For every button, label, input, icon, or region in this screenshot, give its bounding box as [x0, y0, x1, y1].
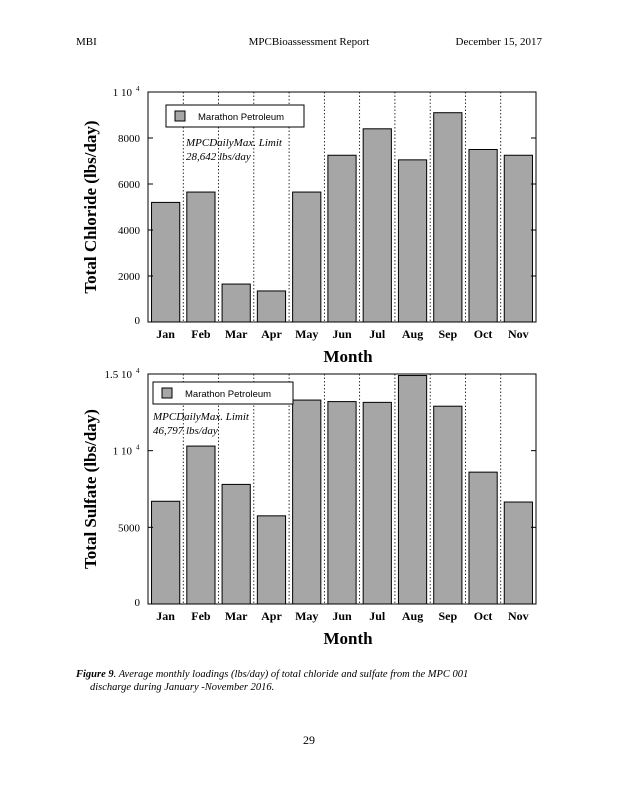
- x-tick-label: Apr: [261, 609, 282, 623]
- plot-frame: [147, 373, 537, 605]
- bar-may: [292, 191, 322, 323]
- x-tick-label: Jun: [332, 327, 352, 341]
- annotation-line: MPCDailyMax. Limit: [185, 137, 283, 149]
- x-tick-label: May: [295, 327, 318, 341]
- bar-apr: [256, 290, 287, 323]
- x-tick-label: Sep: [438, 327, 457, 341]
- chloride-chart: 0 2000 4000 6000 8000 1 10 4 Jan Feb Mar Apr May Jun…: [0, 80, 618, 370]
- y-tick-label: 5000: [118, 522, 141, 534]
- y-tick-label: 2000: [118, 271, 141, 283]
- bar-feb: [186, 445, 216, 605]
- bar-jan: [151, 201, 181, 323]
- header-center: MPCBioassessment Report: [248, 36, 370, 48]
- x-tick-label: Feb: [191, 609, 211, 623]
- bar-apr: [256, 515, 287, 605]
- x-tick-label: Apr: [261, 327, 282, 341]
- y-tick-exponent: 4: [136, 85, 140, 93]
- x-tick-label: Aug: [402, 609, 423, 623]
- bar-oct: [468, 471, 498, 605]
- y-axis-title: Total Sulfate (lbs/day): [81, 409, 100, 569]
- annotation-line: MPCDailyMax. Limit: [152, 411, 250, 423]
- x-tick-label: Mar: [225, 327, 248, 341]
- x-tick-label: Mar: [225, 609, 248, 623]
- plot-frame: [147, 91, 537, 323]
- y-tick-label: 1 10: [113, 446, 133, 458]
- y-tick-label: 1 10: [113, 87, 133, 99]
- legend-label: Marathon Petroleum: [185, 389, 271, 400]
- bar-jun: [327, 154, 357, 323]
- y-tick-label: 0: [135, 315, 141, 327]
- legend-box: [152, 381, 294, 405]
- bar-mar: [221, 483, 251, 605]
- header-left: MBI: [76, 36, 97, 48]
- x-tick-label: Jan: [156, 609, 175, 623]
- x-tick-label: Aug: [402, 327, 423, 341]
- x-tick-label: Oct: [474, 327, 493, 341]
- x-tick-label: Oct: [474, 609, 493, 623]
- legend-box: [165, 104, 305, 128]
- bar-mar: [221, 283, 251, 323]
- header-right: December 15, 2017: [455, 36, 542, 48]
- x-tick-label: Jan: [156, 327, 175, 341]
- y-tick-label: 1.5 10: [105, 369, 133, 381]
- y-tick-label: 4000: [118, 225, 141, 237]
- bar-feb: [186, 191, 216, 323]
- x-tick-label: May: [295, 609, 318, 623]
- page-number: 29: [303, 733, 315, 747]
- chloride-chart-svg: 0 2000 4000 6000 8000 1 10 4 Jan Feb Mar Apr May Jun…: [81, 85, 537, 366]
- bar-aug: [397, 375, 428, 605]
- legend-label: Marathon Petroleum: [198, 112, 284, 123]
- annotation-line: 46,797 lbs/day: [153, 425, 218, 437]
- x-tick-label: Jun: [332, 609, 352, 623]
- legend-swatch: [161, 387, 173, 399]
- caption-line-2: discharge during January -November 2016.: [90, 682, 275, 693]
- bar-aug: [397, 159, 428, 323]
- y-tick-exponent: 4: [136, 367, 140, 375]
- caption-line-1: . Average monthly loadings (lbs/day) of …: [113, 669, 469, 680]
- x-axis-title: Month: [323, 629, 373, 648]
- sulfate-chart: 0 5000 1 10 4 1.5 10 4 Jan Feb Mar Apr May Jun Jul Au…: [0, 362, 618, 652]
- y-tick-label: 8000: [118, 133, 141, 145]
- x-tick-label: Nov: [508, 327, 529, 341]
- annotation-line: 28,642 lbs/day: [186, 151, 251, 163]
- bar-jul: [362, 128, 392, 323]
- bar-oct: [468, 149, 498, 323]
- y-tick-exponent: 4: [136, 444, 140, 452]
- bar-nov: [503, 501, 533, 605]
- bar-jan: [151, 500, 181, 605]
- bar-may: [292, 399, 322, 605]
- y-axis-title: Total Chloride (lbs/day): [81, 120, 100, 293]
- bar-sep: [433, 112, 463, 323]
- x-tick-label: Jul: [369, 609, 386, 623]
- x-tick-label: Nov: [508, 609, 529, 623]
- y-tick-label: 0: [135, 597, 141, 609]
- x-tick-label: Feb: [191, 327, 211, 341]
- bar-jul: [362, 401, 392, 605]
- x-tick-label: Sep: [438, 609, 457, 623]
- y-tick-label: 6000: [118, 179, 141, 191]
- legend-swatch: [174, 110, 186, 122]
- figure-label: Figure 9: [76, 669, 114, 680]
- bar-jun: [327, 401, 357, 605]
- bar-nov: [503, 154, 533, 323]
- x-axis-title: Month: [323, 347, 373, 366]
- bar-sep: [433, 405, 463, 605]
- x-tick-label: Jul: [369, 327, 386, 341]
- figure-caption: Figure 9. Average monthly loadings (lbs/…: [76, 668, 546, 694]
